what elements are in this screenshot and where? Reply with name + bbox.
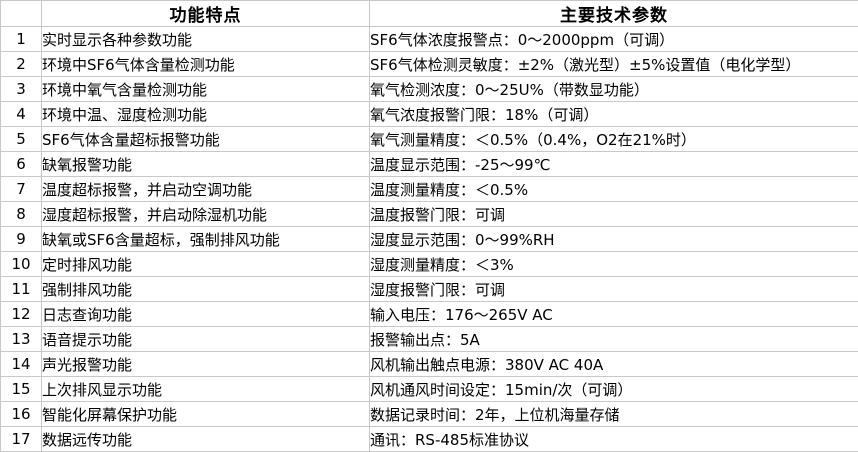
feature-cell: 环境中氧气含量检测功能 bbox=[42, 77, 370, 102]
param-cell: 温度测量精度：＜0.5% bbox=[370, 177, 858, 202]
feature-cell: 上次排风显示功能 bbox=[42, 377, 370, 402]
header-params: 主要技术参数 bbox=[370, 1, 858, 27]
row-number: 10 bbox=[1, 252, 42, 277]
param-cell: 温度显示范围：-25～99℃ bbox=[370, 152, 858, 177]
row-number: 5 bbox=[1, 127, 42, 152]
row-number: 13 bbox=[1, 327, 42, 352]
feature-cell: 缺氧报警功能 bbox=[42, 152, 370, 177]
header-index bbox=[1, 1, 42, 27]
feature-cell: 数据远传功能 bbox=[42, 427, 370, 452]
row-number: 14 bbox=[1, 352, 42, 377]
feature-cell: 环境中温、湿度检测功能 bbox=[42, 102, 370, 127]
table-row: 2 环境中SF6气体含量检测功能 SF6气体检测灵敏度：±2%（激光型）±5%设… bbox=[1, 52, 858, 77]
header-features: 功能特点 bbox=[42, 1, 370, 27]
param-cell: SF6气体浓度报警点：0～2000ppm（可调） bbox=[370, 27, 858, 52]
table-row: 1 实时显示各种参数功能 SF6气体浓度报警点：0～2000ppm（可调） bbox=[1, 27, 858, 52]
feature-cell: 强制排风功能 bbox=[42, 277, 370, 302]
param-cell: 氧气测量精度：＜0.5%（0.4%，O2在21%时） bbox=[370, 127, 858, 152]
row-number: 2 bbox=[1, 52, 42, 77]
table-row: 4 环境中温、湿度检测功能 氧气浓度报警门限：18%（可调） bbox=[1, 102, 858, 127]
feature-cell: 声光报警功能 bbox=[42, 352, 370, 377]
feature-cell: 定时排风功能 bbox=[42, 252, 370, 277]
param-cell: SF6气体检测灵敏度：±2%（激光型）±5%设置值（电化学型） bbox=[370, 52, 858, 77]
table-row: 12 日志查询功能 输入电压：176～265V AC bbox=[1, 302, 858, 327]
table-row: 15 上次排风显示功能 风机通风时间设定：15min/次（可调） bbox=[1, 377, 858, 402]
param-cell: 风机通风时间设定：15min/次（可调） bbox=[370, 377, 858, 402]
feature-cell: 湿度超标报警，并启动除湿机功能 bbox=[42, 202, 370, 227]
row-number: 6 bbox=[1, 152, 42, 177]
row-number: 17 bbox=[1, 427, 42, 452]
param-cell: 风机输出触点电源：380V AC 40A bbox=[370, 352, 858, 377]
table-row: 8 湿度超标报警，并启动除湿机功能 温度报警门限：可调 bbox=[1, 202, 858, 227]
param-cell: 报警输出点：5A bbox=[370, 327, 858, 352]
table-row: 11 强制排风功能 湿度报警门限：可调 bbox=[1, 277, 858, 302]
row-number: 9 bbox=[1, 227, 42, 252]
feature-cell: 实时显示各种参数功能 bbox=[42, 27, 370, 52]
row-number: 4 bbox=[1, 102, 42, 127]
row-number: 12 bbox=[1, 302, 42, 327]
table-row: 10 定时排风功能 湿度测量精度：＜3% bbox=[1, 252, 858, 277]
row-number: 1 bbox=[1, 27, 42, 52]
param-cell: 输入电压：176～265V AC bbox=[370, 302, 858, 327]
param-cell: 通讯：RS-485标准协议 bbox=[370, 427, 858, 452]
table-row: 5 SF6气体含量超标报警功能 氧气测量精度：＜0.5%（0.4%，O2在21%… bbox=[1, 127, 858, 152]
row-number: 16 bbox=[1, 402, 42, 427]
param-cell: 氧气检测浓度：0～25U%（带数显功能） bbox=[370, 77, 858, 102]
row-number: 8 bbox=[1, 202, 42, 227]
param-cell: 氧气浓度报警门限：18%（可调） bbox=[370, 102, 858, 127]
table-row: 14 声光报警功能 风机输出触点电源：380V AC 40A bbox=[1, 352, 858, 377]
feature-cell: 环境中SF6气体含量检测功能 bbox=[42, 52, 370, 77]
param-cell: 数据记录时间：2年，上位机海量存储 bbox=[370, 402, 858, 427]
feature-cell: 温度超标报警，并启动空调功能 bbox=[42, 177, 370, 202]
table-row: 13 语音提示功能 报警输出点：5A bbox=[1, 327, 858, 352]
table-row: 6 缺氧报警功能 温度显示范围：-25～99℃ bbox=[1, 152, 858, 177]
param-cell: 湿度报警门限：可调 bbox=[370, 277, 858, 302]
row-number: 3 bbox=[1, 77, 42, 102]
feature-cell: 日志查询功能 bbox=[42, 302, 370, 327]
row-number: 15 bbox=[1, 377, 42, 402]
feature-cell: 智能化屏幕保护功能 bbox=[42, 402, 370, 427]
feature-cell: 语音提示功能 bbox=[42, 327, 370, 352]
param-cell: 湿度显示范围：0～99%RH bbox=[370, 227, 858, 252]
row-number: 7 bbox=[1, 177, 42, 202]
table-row: 16 智能化屏幕保护功能 数据记录时间：2年，上位机海量存储 bbox=[1, 402, 858, 427]
param-cell: 温度报警门限：可调 bbox=[370, 202, 858, 227]
param-cell: 湿度测量精度：＜3% bbox=[370, 252, 858, 277]
table-row: 9 缺氧或SF6含量超标，强制排风功能 湿度显示范围：0～99%RH bbox=[1, 227, 858, 252]
feature-cell: 缺氧或SF6含量超标，强制排风功能 bbox=[42, 227, 370, 252]
table-row: 17 数据远传功能 通讯：RS-485标准协议 bbox=[1, 427, 858, 452]
row-number: 11 bbox=[1, 277, 42, 302]
feature-cell: SF6气体含量超标报警功能 bbox=[42, 127, 370, 152]
table-row: 7 温度超标报警，并启动空调功能 温度测量精度：＜0.5% bbox=[1, 177, 858, 202]
table-row: 3 环境中氧气含量检测功能 氧气检测浓度：0～25U%（带数显功能） bbox=[1, 77, 858, 102]
table-header-row: 功能特点 主要技术参数 bbox=[1, 1, 858, 27]
